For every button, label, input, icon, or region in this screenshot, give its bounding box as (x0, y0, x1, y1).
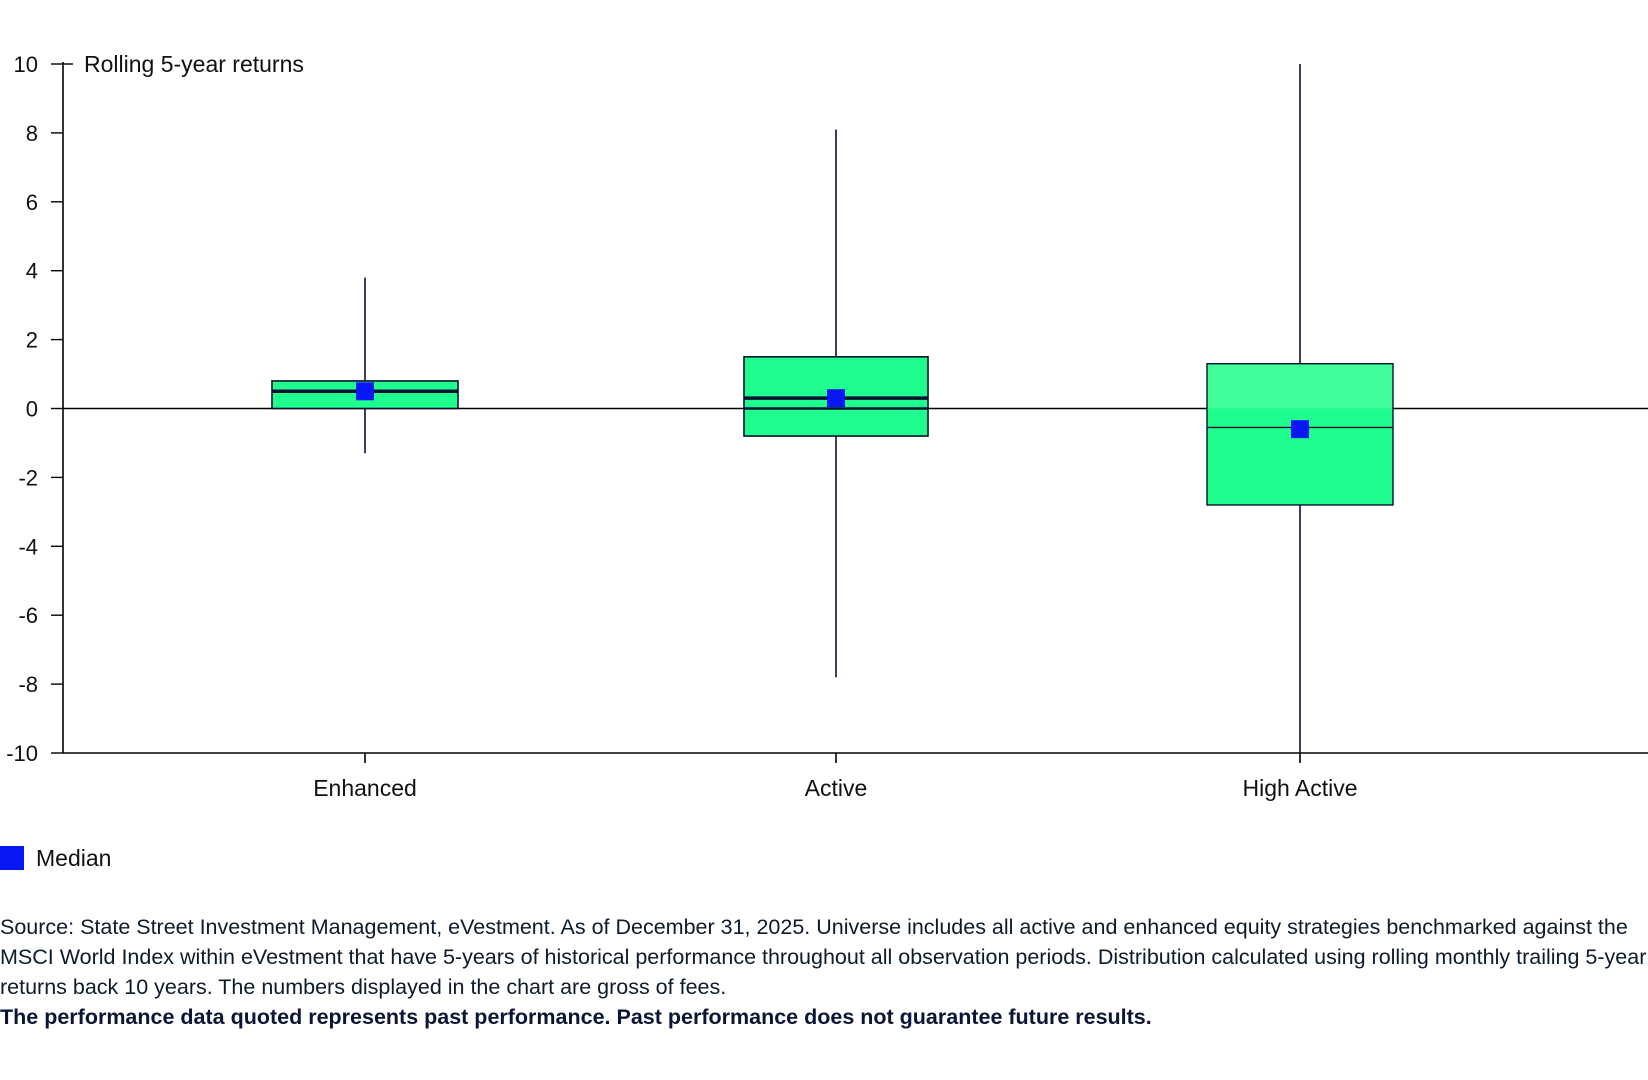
legend: Median (0, 845, 111, 871)
box-enhanced (271, 277, 459, 454)
x-category-label: Enhanced (313, 775, 417, 801)
box-high-active (1206, 64, 1394, 753)
box-plot-chart: 10 8 6 4 2 0 -2 -4 -6 -8 -10 Enhanced Active High Act… (0, 51, 1648, 871)
box-active (743, 129, 929, 678)
x-category-label: Active (805, 775, 868, 801)
legend-median-swatch (0, 846, 24, 870)
y-tick-label: -6 (18, 603, 38, 628)
y-tick-label: 0 (26, 397, 38, 422)
y-tick-label: 2 (26, 328, 38, 353)
median-marker (827, 389, 845, 408)
y-tick-label: 10 (14, 52, 38, 77)
median-marker (1291, 420, 1309, 439)
y-tick-label: 6 (26, 190, 38, 215)
footnote-source: Source: State Street Investment Manageme… (0, 915, 1647, 999)
y-tick-label: -10 (6, 741, 38, 766)
boxes-layer (271, 64, 1394, 753)
legend-median-label: Median (36, 845, 111, 871)
box-outline (1206, 363, 1394, 506)
median-marker (356, 382, 374, 401)
y-tick-label: 8 (26, 121, 38, 146)
y-tick-label: -2 (18, 465, 38, 490)
labels-layer: 10 8 6 4 2 0 -2 -4 -6 -8 -10 Enhanced Active High Act… (6, 52, 1357, 801)
footnote: Source: State Street Investment Manageme… (0, 912, 1648, 1032)
footnote-disclaimer: The performance data quoted represents p… (0, 1005, 1152, 1029)
x-category-label: High Active (1242, 775, 1357, 801)
box-upper-fill (1207, 363, 1393, 409)
y-tick-label: -8 (18, 672, 38, 697)
y-tick-label: -4 (18, 534, 38, 559)
y-tick-label: 4 (26, 259, 38, 284)
y-axis-title: Rolling 5-year returns (84, 51, 304, 77)
